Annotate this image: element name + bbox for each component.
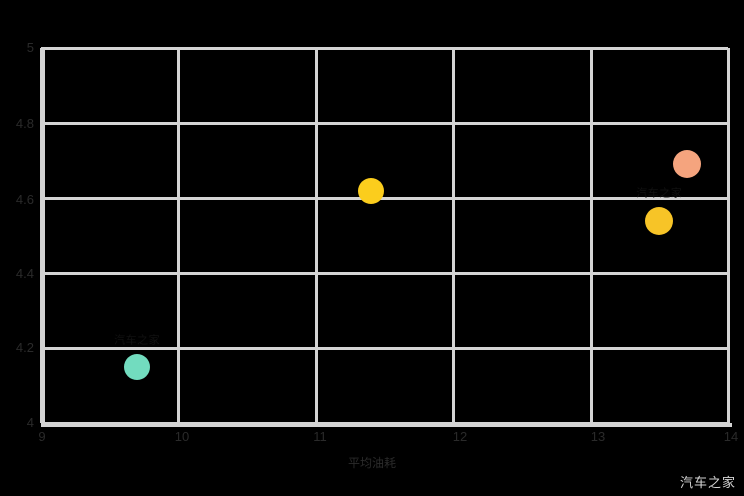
- gridline-vertical: [589, 48, 593, 423]
- gridline-vertical: [314, 48, 318, 423]
- data-point[interactable]: [672, 150, 701, 179]
- gridline-horizontal: [41, 272, 728, 275]
- gridline-horizontal: [41, 197, 728, 200]
- x-axis-line: [41, 423, 732, 427]
- gridline-horizontal: [41, 422, 728, 425]
- plot-area: 汽车之家 汽车之家: [40, 47, 730, 425]
- y-tick-label: 4: [26, 415, 34, 430]
- data-point[interactable]: [357, 177, 384, 204]
- y-tick-label: 4.2: [15, 340, 34, 355]
- gridline-vertical: [177, 48, 181, 423]
- y-tick-label: 5: [26, 40, 34, 55]
- data-point[interactable]: [645, 206, 674, 235]
- data-point[interactable]: [124, 353, 151, 380]
- gridline-vertical: [452, 48, 456, 423]
- point-label: 汽车之家: [636, 187, 683, 199]
- gridline-vertical: [40, 48, 43, 423]
- x-tick-label: 11: [313, 429, 327, 444]
- gridline-horizontal: [41, 47, 728, 50]
- watermark: 汽车之家: [679, 475, 736, 490]
- y-tick-label: 4.6: [15, 192, 34, 207]
- y-axis-line: [41, 48, 45, 426]
- point-label: 汽车之家: [114, 334, 161, 347]
- gridline-horizontal: [41, 122, 728, 125]
- x-tick-label: 10: [174, 429, 190, 444]
- y-axis-tick-labels: 5 4.8 4.6 4.4 4.2 4: [0, 0, 34, 496]
- x-tick-label: 13: [590, 429, 606, 444]
- gridline-horizontal: [41, 347, 728, 350]
- x-tick-label: 12: [452, 429, 468, 444]
- x-axis-title: 平均油耗: [347, 456, 396, 470]
- y-tick-label: 4.8: [15, 116, 34, 131]
- x-tick-label: 9: [38, 429, 46, 444]
- y-tick-label: 4.4: [15, 266, 34, 281]
- x-tick-label: 14: [723, 429, 739, 444]
- gridline-vertical: [727, 48, 730, 423]
